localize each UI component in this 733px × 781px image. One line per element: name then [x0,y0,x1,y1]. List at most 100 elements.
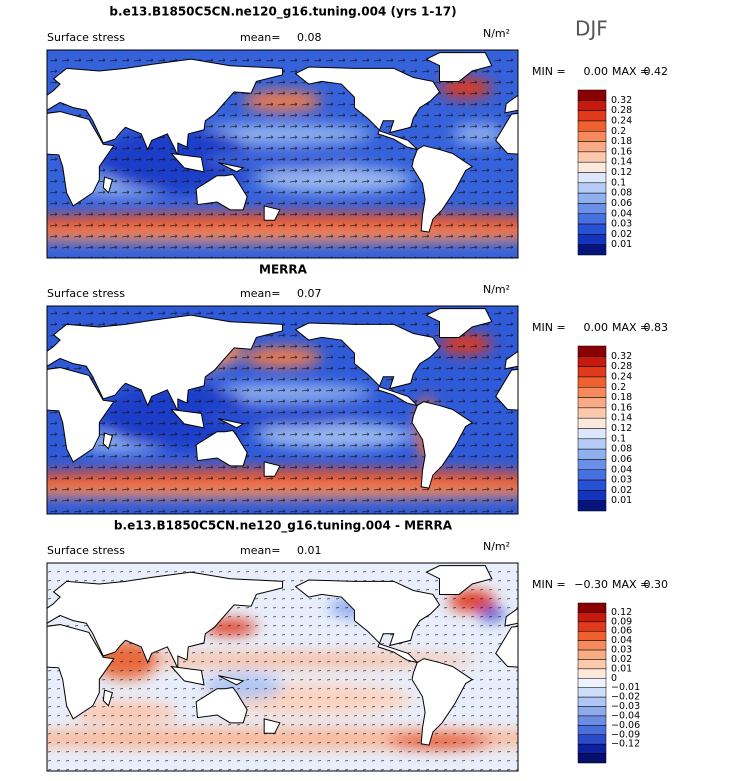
colorbar-box [577,366,607,378]
land [495,368,518,411]
max-value: 0.30 [644,578,669,591]
colorbar-label: 0.01 [611,663,632,674]
land [218,675,245,686]
colorbar-box [577,448,607,460]
land [218,418,245,429]
land [170,152,205,173]
map-field [47,306,518,514]
land [504,607,518,627]
mean-value: 0.08 [297,31,322,44]
colorbar-label: 0.32 [611,95,632,106]
max-label: MAX = [612,65,649,78]
panel-title: b.e13.B1850C5CN.ne120_g16.tuning.004 - M… [114,519,453,534]
map [46,49,519,259]
colorbar-box [577,120,607,132]
min-value: 0.00 [584,65,609,78]
min-label: MIN = [532,65,566,78]
colorbar-label: 0.18 [611,392,632,403]
colorbar-box [577,141,607,153]
land [218,162,245,173]
colorbar-label: 0.14 [611,157,632,168]
colorbar-box [577,407,607,419]
map-field [47,563,518,771]
colorbar-label: 0.18 [611,136,632,147]
colorbar-box [577,602,607,613]
colorbar-box [577,438,607,450]
land [195,173,248,211]
max-value: 0.42 [644,65,669,78]
colorbar-label: 0.04 [611,635,632,646]
colorbar-label: 0.03 [611,645,632,656]
land [263,461,281,477]
min-label: MIN = [532,578,566,591]
map [46,562,519,772]
colorbar-label: −0.01 [611,682,640,693]
map-field [47,50,518,258]
min-label: MIN = [532,321,566,334]
colorbar-box [577,172,607,184]
colorbar-box [577,192,607,204]
land [102,432,114,450]
mean-label: mean= [240,287,280,300]
colorbar-label: 0.12 [611,423,632,434]
land [263,718,281,734]
land [47,571,283,670]
colorbar-label: 0.03 [611,475,632,486]
colorbar-box [577,621,607,632]
colorbar-box [577,100,607,111]
land [504,94,518,114]
colorbar-label: 0.14 [611,413,632,424]
max-label: MAX = [612,321,649,334]
map-frame [46,49,519,259]
max-value: 0.83 [644,321,669,334]
colorbar-label: 0.2 [611,382,626,393]
mean-label: mean= [240,544,280,557]
min-value: −0.30 [574,578,608,591]
colorbar-box [577,397,607,409]
season-label: DJF [575,17,608,41]
colorbar-label: 0.28 [611,361,632,372]
colorbar-label: 0.28 [611,105,632,116]
colorbar-box [577,110,607,122]
colorbar-box [577,428,607,440]
land [425,52,493,82]
colorbar-box [577,687,607,698]
colorbar-box [577,469,607,481]
land [425,565,493,595]
land [263,205,281,221]
colorbar-label: 0.02 [611,485,632,496]
colorbar-label: 0.24 [611,371,632,382]
map [46,305,519,515]
mean-value: 0.07 [297,287,322,300]
colorbar-box [577,479,607,491]
colorbar-label: −0.12 [611,739,640,750]
colorbar-box [577,490,607,501]
colorbar-box [577,753,607,764]
colorbar-box [577,417,607,429]
panel-title: b.e13.B1850C5CN.ne120_g16.tuning.004 (yr… [109,5,456,20]
land [294,322,441,407]
variable-label: Surface stress [47,544,125,557]
land [495,112,518,155]
colorbar-label: 0.02 [611,654,632,665]
land [425,308,493,338]
land [102,176,114,194]
colorbar-box [577,89,607,101]
colorbar-box [577,387,607,398]
land [47,314,283,413]
colorbar-label: 0.01 [611,495,632,506]
panel-title: MERRA [259,263,308,277]
colorbar-label: 0.01 [611,239,632,250]
colorbar-box [577,244,607,256]
colorbar-label: 0.09 [611,616,632,627]
variable-label: Surface stress [47,287,125,300]
colorbar-box [577,706,607,717]
colorbar-label: 0.12 [611,167,632,178]
colorbar-box [577,649,607,660]
colorbar-box [577,213,607,225]
colorbar-box [577,234,607,245]
colorbar-label: 0.08 [611,188,632,199]
mean-label: mean= [240,31,280,44]
colorbar-box [577,356,607,367]
